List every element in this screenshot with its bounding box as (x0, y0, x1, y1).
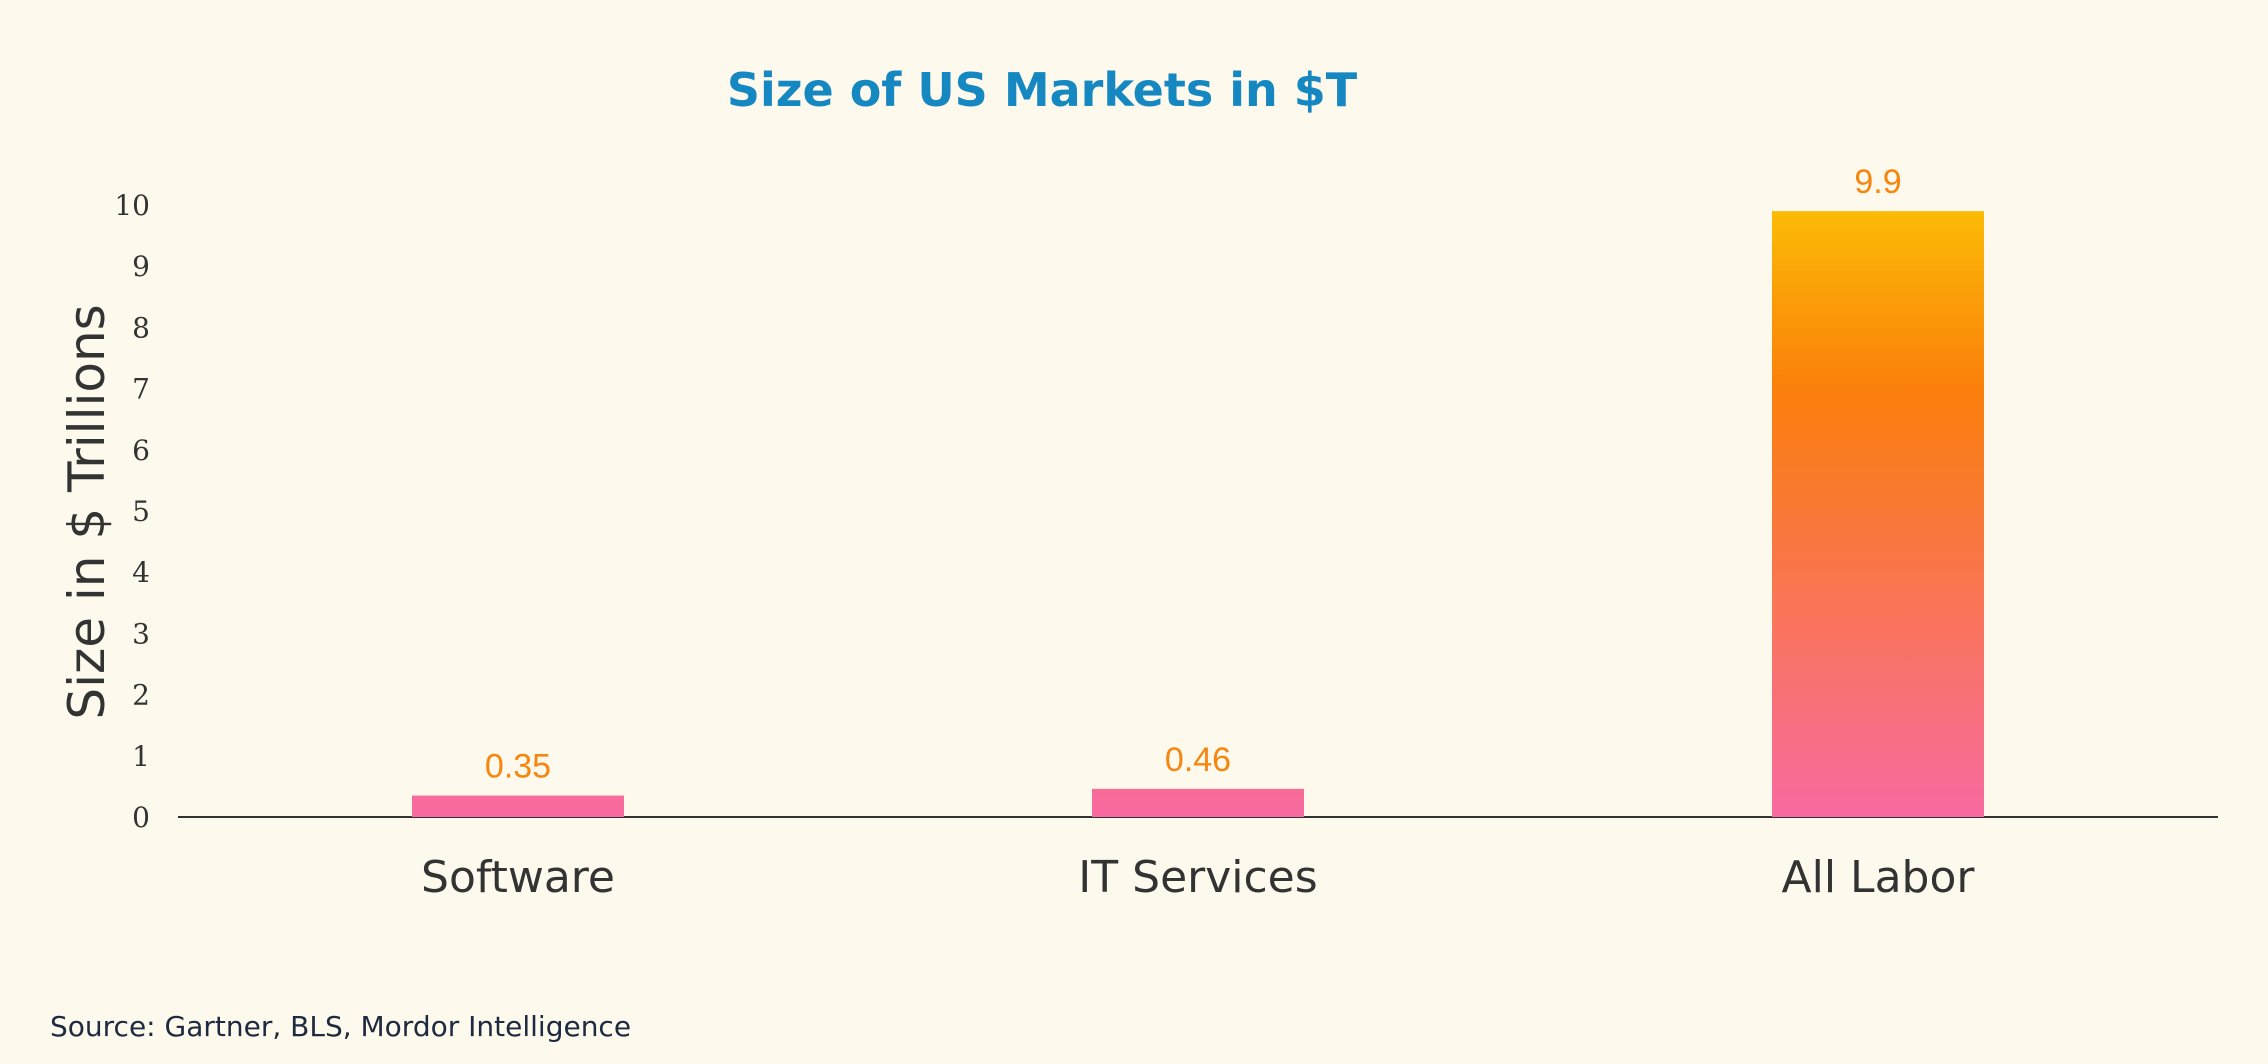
y-tick-label: 4 (132, 556, 150, 589)
y-tick-label: 5 (132, 495, 150, 528)
y-tick-label: 3 (132, 617, 150, 650)
x-tick-label: IT Services (1078, 852, 1317, 903)
y-tick-label: 2 (132, 679, 150, 712)
y-tick-label: 0 (132, 801, 150, 834)
data-labels-group: 0.35 0.46 9.9 (485, 163, 1902, 785)
source-note: Source: Gartner, BLS, Mordor Intelligenc… (50, 1010, 632, 1043)
y-tick-label: 8 (132, 311, 150, 344)
chart-title: Size of US Markets in $T (727, 63, 1358, 117)
y-tick-label: 9 (132, 250, 150, 283)
data-label: 0.46 (1165, 741, 1231, 779)
y-axis-label: Size in $ Trillions (58, 304, 116, 719)
bar-software (412, 795, 624, 817)
x-tick-label: Software (421, 852, 615, 903)
x-tick-label: All Labor (1782, 852, 1976, 903)
data-label: 9.9 (1854, 163, 1901, 201)
bar-it-services (1092, 788, 1304, 817)
data-label: 0.35 (485, 748, 551, 786)
y-tick-label: 10 (114, 189, 150, 222)
y-axis-ticks: 0 1 2 3 4 5 6 7 8 9 10 (114, 189, 150, 834)
bar-all-labor (1772, 211, 1984, 817)
bars-group (412, 211, 1984, 817)
x-axis-ticks: Software IT Services All Labor (421, 852, 1975, 903)
y-tick-label: 6 (132, 434, 150, 467)
y-tick-label: 7 (132, 373, 150, 406)
y-tick-label: 1 (132, 740, 150, 773)
